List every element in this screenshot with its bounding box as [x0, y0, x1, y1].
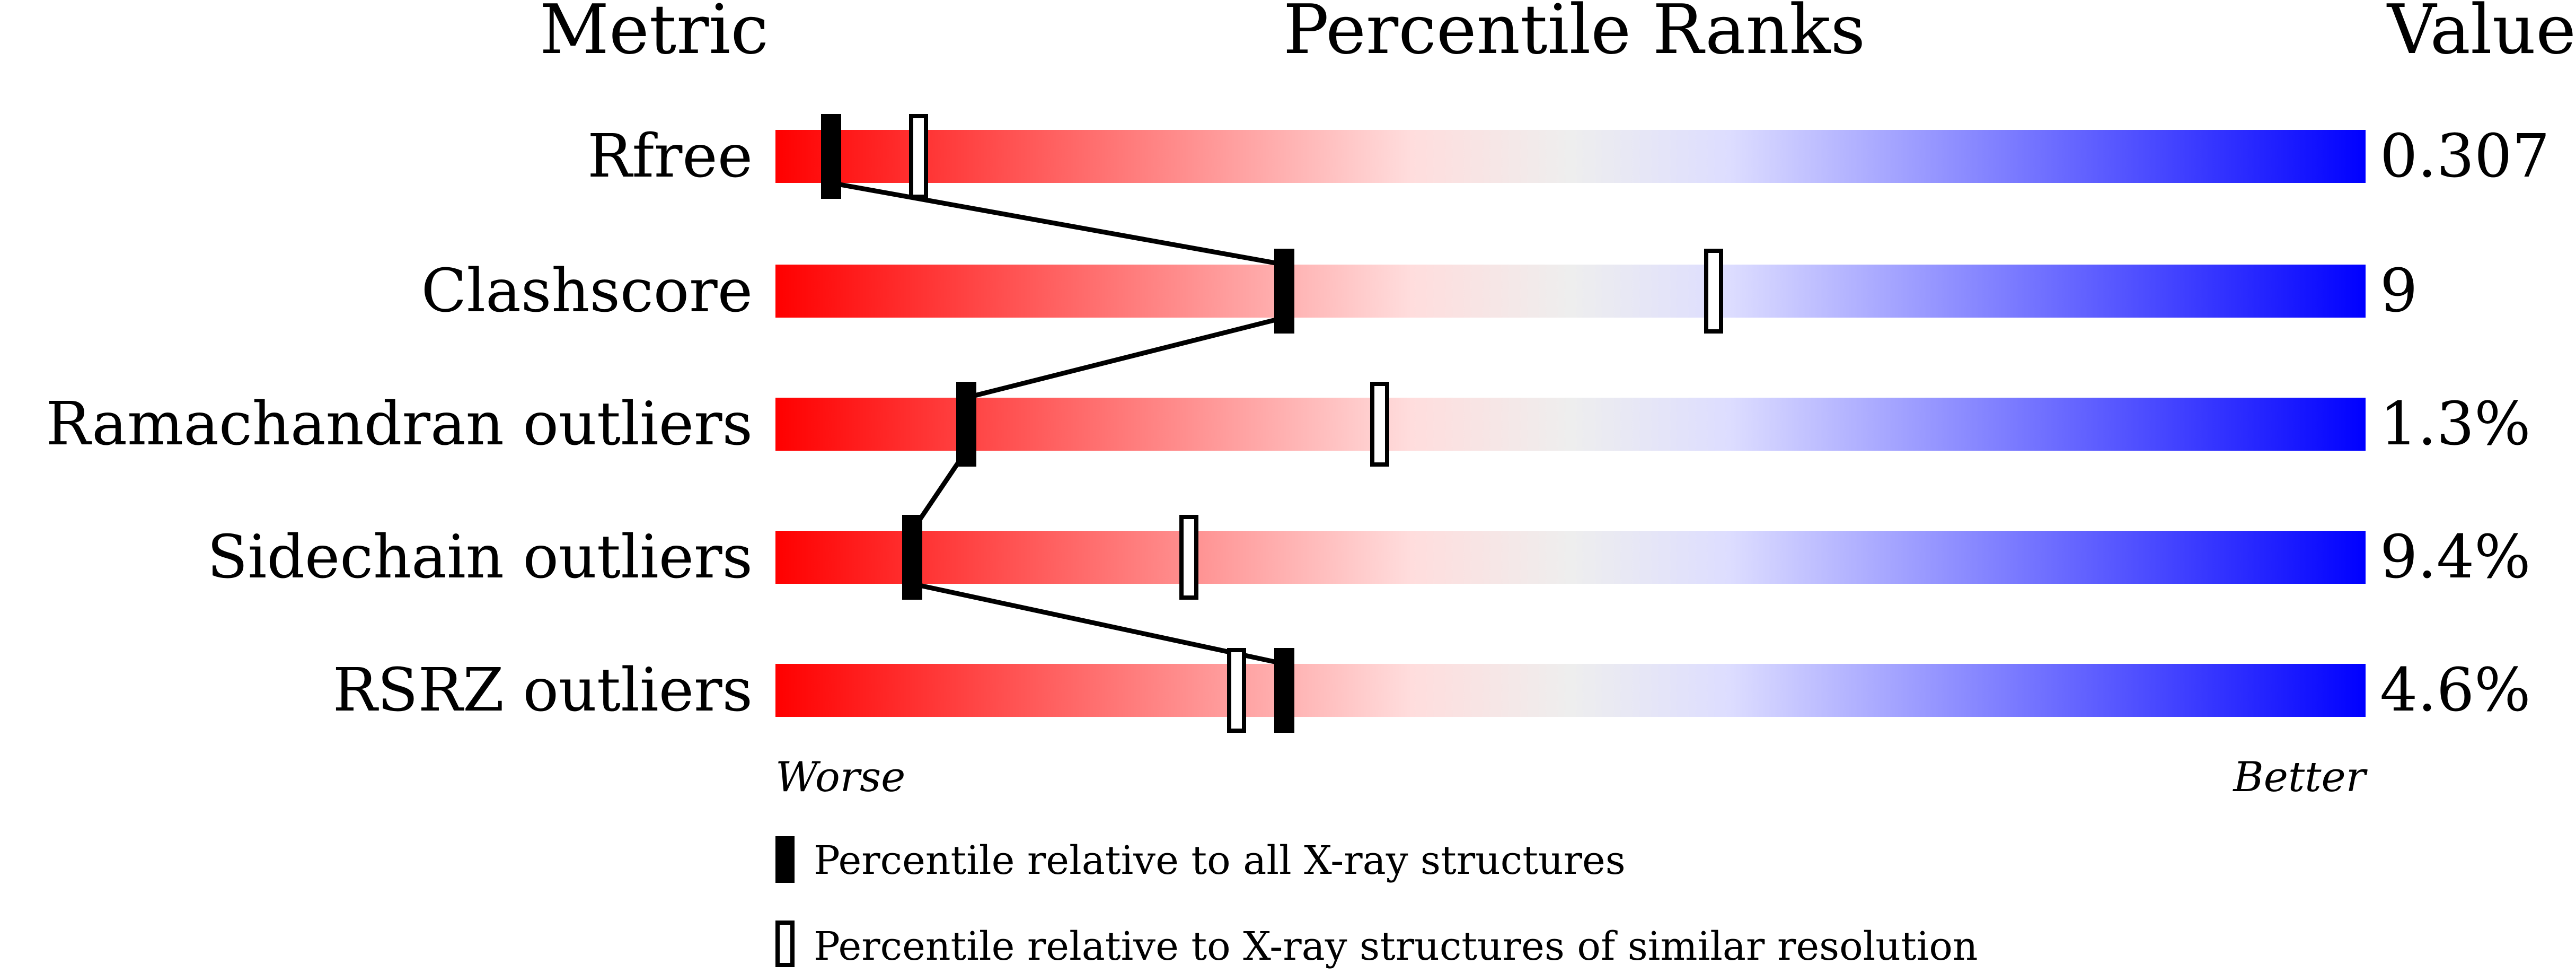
metric-label: Clashscore	[421, 257, 753, 326]
metric-label: Sidechain outliers	[207, 523, 753, 592]
axis-worse-label: Worse	[775, 753, 905, 801]
marker-similar-resolution	[1227, 648, 1246, 733]
connector-line	[831, 180, 1285, 267]
metric-label: Ramachandran outliers	[46, 390, 753, 459]
marker-similar-resolution	[909, 114, 928, 199]
percentile-bar	[775, 664, 2366, 717]
legend-similar-label: Percentile relative to X-ray structures …	[814, 924, 1978, 969]
metric-value: 1.3%	[2380, 390, 2531, 459]
metric-value: 0.307	[2380, 122, 2550, 191]
marker-similar-resolution	[1704, 249, 1723, 334]
connector-line	[965, 315, 1285, 400]
percentile-bar	[775, 130, 2366, 183]
header-metric: Metric	[540, 0, 769, 69]
marker-all-structures	[956, 382, 976, 467]
marker-similar-resolution	[1179, 515, 1198, 600]
metric-label: Rfree	[587, 122, 753, 191]
metric-label: RSRZ outliers	[333, 656, 753, 725]
metric-value: 4.6%	[2380, 656, 2531, 725]
legend-similar-marker	[775, 921, 795, 967]
connector-line	[912, 581, 1285, 667]
percentile-bar	[775, 531, 2366, 584]
marker-all-structures	[821, 114, 841, 199]
marker-all-structures	[1274, 648, 1294, 733]
legend-all-marker	[775, 836, 795, 883]
marker-all-structures	[902, 515, 922, 600]
marker-similar-resolution	[1370, 382, 1389, 467]
metric-value: 9	[2380, 257, 2418, 326]
header-value: Value	[2386, 0, 2576, 69]
legend-all-label: Percentile relative to all X-ray structu…	[814, 838, 1626, 883]
marker-all-structures	[1274, 249, 1294, 334]
header-percentile-ranks: Percentile Ranks	[1283, 0, 1865, 69]
percentile-bar	[775, 398, 2366, 451]
axis-better-label: Better	[2232, 753, 2368, 801]
percentile-bar	[775, 265, 2366, 318]
metric-value: 9.4%	[2380, 523, 2531, 592]
